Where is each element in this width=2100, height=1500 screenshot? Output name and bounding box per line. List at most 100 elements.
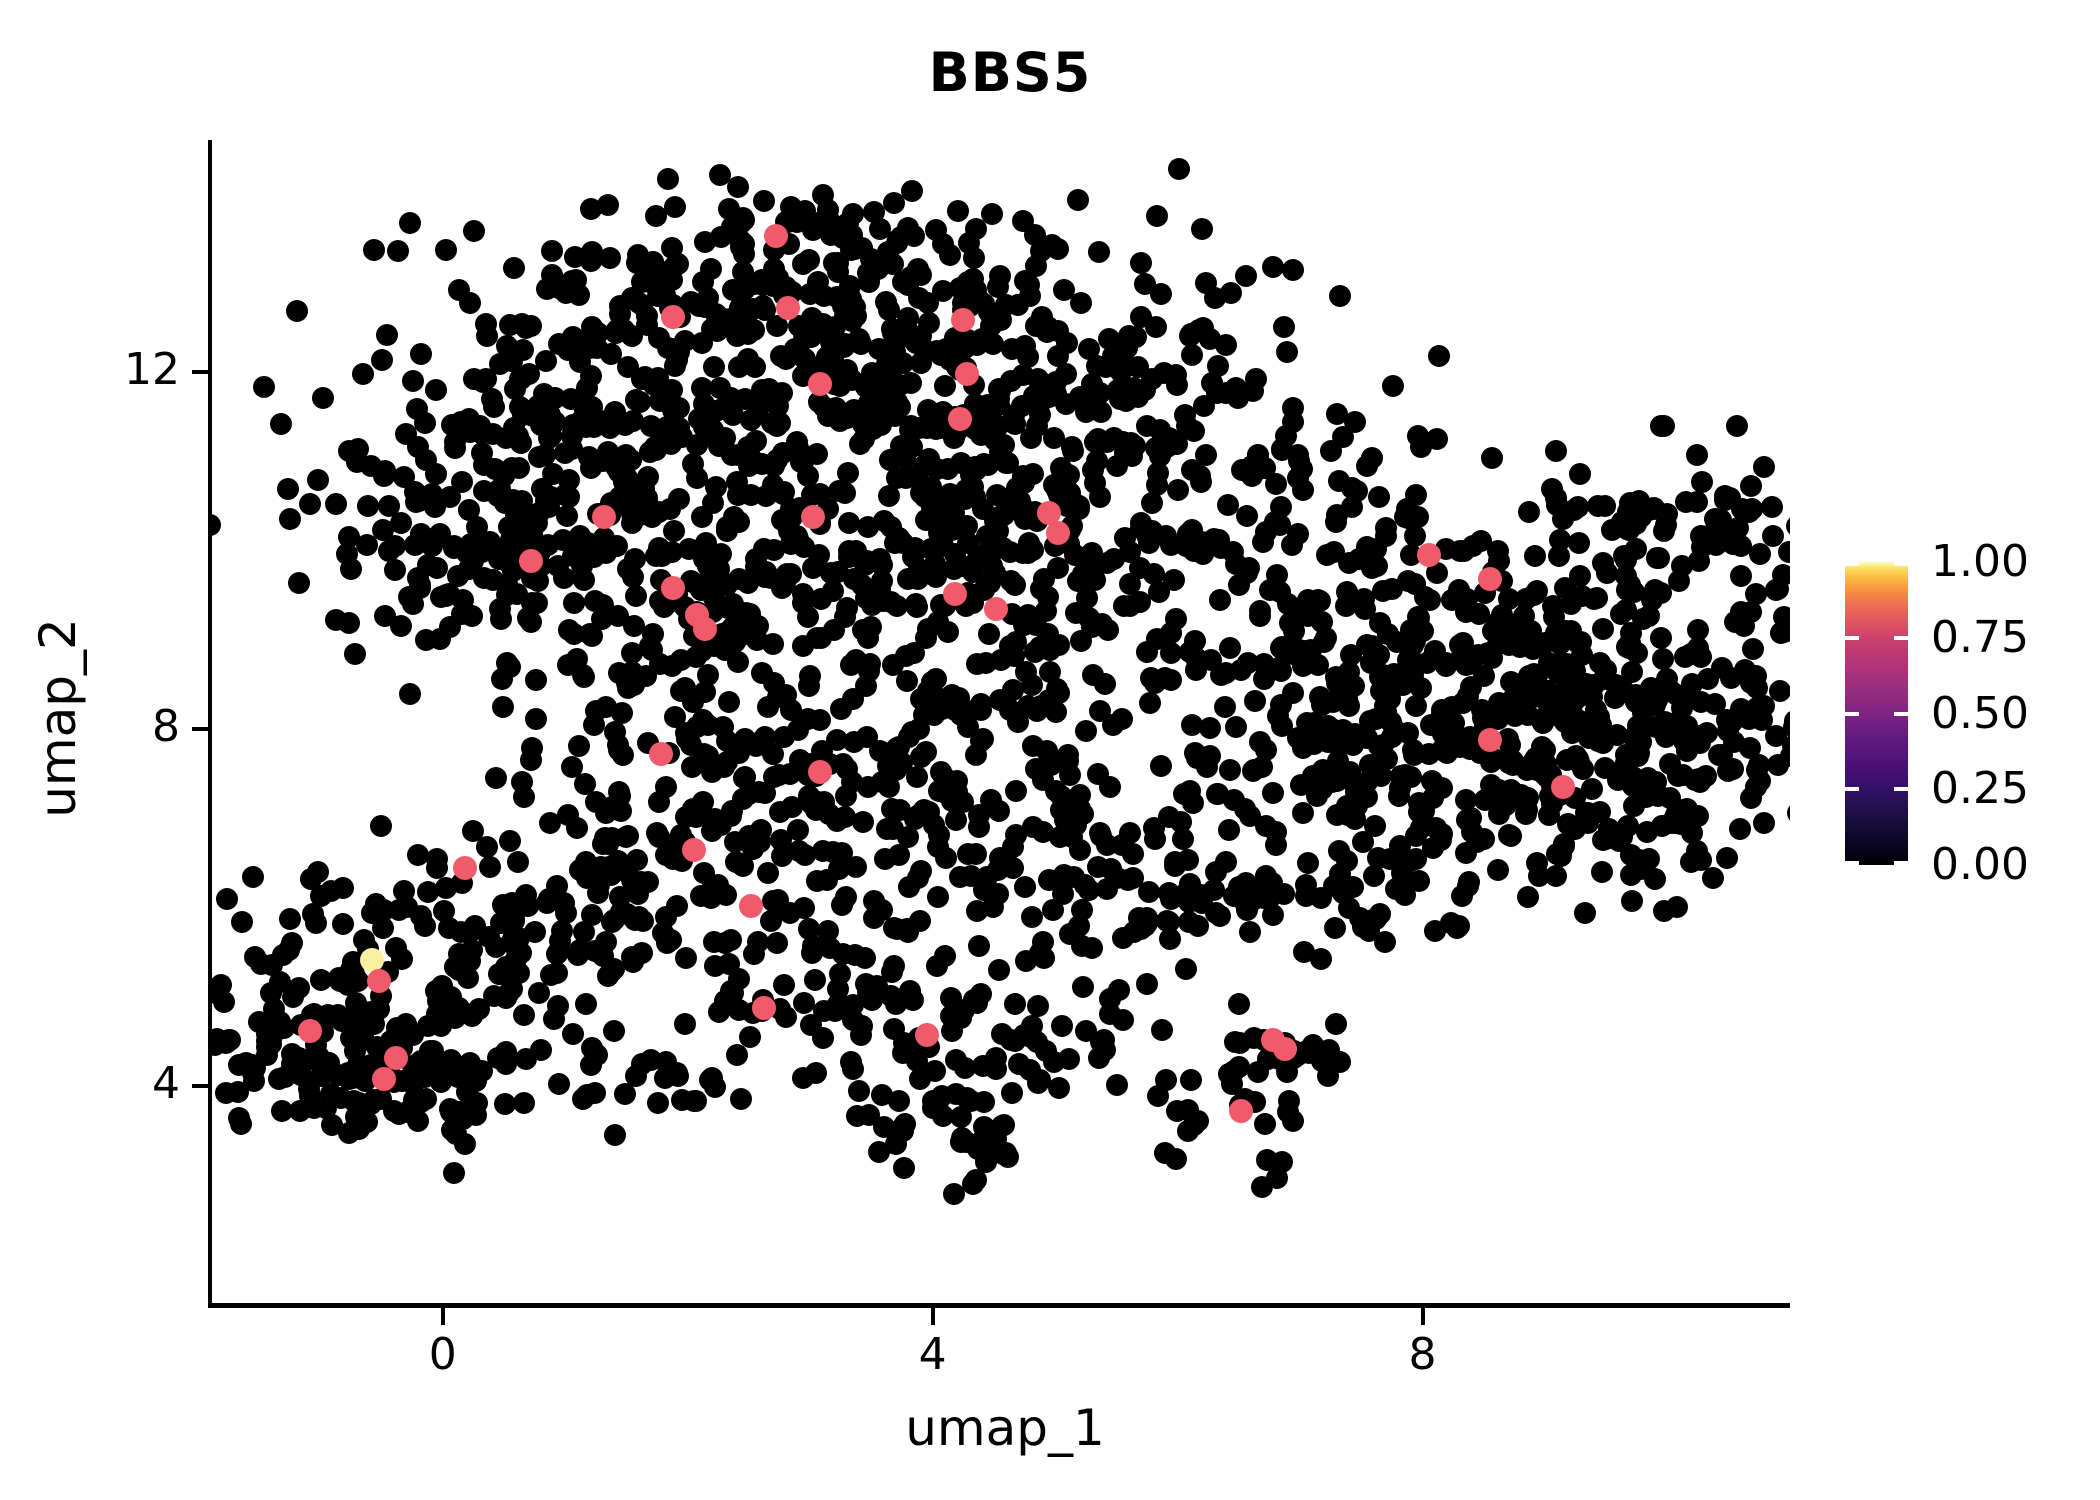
scatter-point xyxy=(765,931,788,954)
scatter-point xyxy=(1179,1068,1202,1091)
scatter-point xyxy=(450,470,473,493)
scatter-point xyxy=(336,543,359,566)
scatter-point xyxy=(1115,336,1138,359)
scatter-point xyxy=(1264,834,1287,857)
scatter-point xyxy=(624,388,647,411)
scatter-point xyxy=(1321,690,1344,713)
scatter-point xyxy=(548,277,571,299)
scatter-point xyxy=(769,800,792,823)
scatter-point xyxy=(1362,865,1385,888)
scatter-point xyxy=(972,728,995,751)
scatter-point xyxy=(883,192,906,215)
scatter-point xyxy=(953,1057,976,1080)
scatter-point xyxy=(1096,877,1119,900)
scatter-point xyxy=(768,763,791,786)
scatter-point xyxy=(616,558,639,581)
scatter-point xyxy=(725,1044,748,1067)
colorbar-tick-label: 0.00 xyxy=(1931,839,2029,890)
scatter-point xyxy=(1342,675,1365,698)
scatter-point xyxy=(926,836,949,859)
colorbar-tick-label: 0.25 xyxy=(1931,763,2029,815)
scatter-point xyxy=(227,1081,250,1104)
scatter-point xyxy=(597,193,620,216)
scatter-point xyxy=(1099,776,1122,799)
scatter-point xyxy=(519,610,542,633)
scatter-point xyxy=(885,231,908,254)
scatter-point xyxy=(985,1057,1008,1080)
scatter-point xyxy=(1181,343,1204,366)
scatter-point xyxy=(1005,779,1028,802)
scatter-point xyxy=(390,614,413,637)
scatter-point xyxy=(384,558,407,581)
scatter-point xyxy=(733,765,756,788)
scatter-point xyxy=(705,399,728,422)
scatter-point xyxy=(1334,594,1357,617)
scatter-point xyxy=(877,776,900,799)
scatter-point xyxy=(365,892,388,915)
scatter-point xyxy=(1358,753,1381,776)
scatter-point xyxy=(1498,751,1521,774)
scatter-point xyxy=(1560,592,1583,615)
scatter-point xyxy=(792,896,815,919)
scatter-point xyxy=(622,674,645,697)
scatter-point xyxy=(345,1105,368,1128)
scatter-point xyxy=(829,963,852,986)
scatter-point xyxy=(580,395,603,418)
scatter-point xyxy=(873,373,896,396)
scatter-point xyxy=(1425,428,1448,451)
colorbar-tick-mark xyxy=(1894,711,1908,716)
scatter-point-expressing xyxy=(984,596,1009,621)
scatter-point xyxy=(1325,1013,1348,1036)
scatter-point xyxy=(1670,554,1693,577)
scatter-point xyxy=(728,967,751,990)
scatter-point xyxy=(948,866,971,889)
scatter-point xyxy=(337,525,360,548)
scatter-point xyxy=(1067,188,1090,211)
scatter-point xyxy=(705,428,728,451)
scatter-point xyxy=(962,247,985,270)
scatter-point xyxy=(1013,875,1036,898)
scatter-point xyxy=(1739,475,1762,498)
scatter-point xyxy=(1517,501,1540,524)
scatter-point xyxy=(1003,574,1026,597)
scatter-point xyxy=(343,643,366,666)
scatter-point xyxy=(861,988,884,1011)
scatter-point xyxy=(279,907,302,930)
scatter-point xyxy=(944,1082,967,1105)
scatter-point xyxy=(983,510,1006,532)
scatter-point xyxy=(306,469,329,492)
scatter-point xyxy=(1329,862,1352,885)
scatter-point xyxy=(598,861,621,884)
scatter-point xyxy=(252,376,275,399)
scatter-point xyxy=(1752,456,1775,479)
scatter-point xyxy=(231,910,254,933)
scatter-point xyxy=(797,675,820,698)
scatter-point xyxy=(1547,545,1570,568)
scatter-point xyxy=(1455,808,1478,831)
scatter-point xyxy=(1545,440,1568,463)
scatter-point xyxy=(1198,717,1221,740)
scatter-point xyxy=(1328,285,1351,308)
scatter-point xyxy=(943,1183,966,1206)
scatter-point xyxy=(575,992,598,1015)
scatter-point xyxy=(837,546,860,569)
scatter-point xyxy=(762,539,785,562)
scatter-point xyxy=(936,620,959,643)
scatter-point xyxy=(1209,588,1232,611)
scatter-point xyxy=(677,537,700,560)
scatter-point xyxy=(1263,511,1286,534)
colorbar-tick-mark xyxy=(1845,861,1859,865)
scatter-point xyxy=(979,533,1002,556)
scatter-point xyxy=(596,964,619,987)
scatter-point xyxy=(1146,1084,1169,1107)
scatter-point xyxy=(947,200,970,223)
scatter-point xyxy=(1517,886,1540,909)
scatter-point xyxy=(729,236,752,259)
scatter-point xyxy=(503,257,526,280)
y-axis-spine xyxy=(208,140,212,1307)
scatter-point xyxy=(694,231,717,254)
scatter-point xyxy=(276,478,299,501)
scatter-point xyxy=(340,1014,363,1037)
scatter-point xyxy=(804,799,827,822)
scatter-point xyxy=(729,1088,752,1111)
